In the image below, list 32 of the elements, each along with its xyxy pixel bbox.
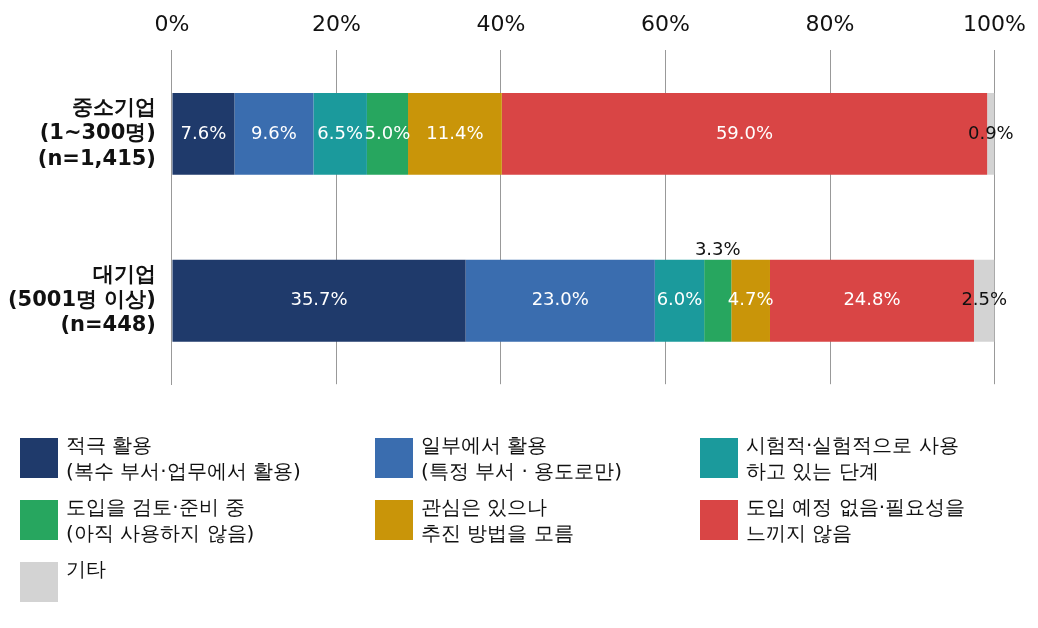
- bar: [408, 92, 502, 175]
- data-label: 24.8%: [843, 288, 901, 310]
- legend-label: 도입 예정 없음·필요성을 느끼지 않음: [746, 494, 966, 546]
- legend-label: 일부에서 활용 (특정 부서 · 용도로만): [421, 432, 623, 484]
- legend-label: 관심은 있으나 추진 방법을 모름: [421, 494, 574, 546]
- data-label: 9.6%: [251, 121, 297, 143]
- data-label: 6.0%: [656, 288, 703, 310]
- y-tick-label: 중소기업 (1~300명) (n=1,415): [37, 95, 156, 170]
- bar: [313, 92, 367, 175]
- x-tick-label: 40%: [476, 10, 526, 36]
- legend-label: 기타: [66, 556, 106, 582]
- x-tick-label: 80%: [805, 10, 855, 36]
- legend-label: 도입을 검토·준비 중 (아직 사용하지 않음): [66, 494, 255, 546]
- data-label: 59.0%: [715, 121, 774, 143]
- bar: [234, 92, 314, 175]
- x-tick-label: 0%: [154, 10, 190, 36]
- x-tick-label: 100%: [963, 10, 1027, 36]
- data-label: 7.6%: [180, 121, 227, 143]
- data-label: 3.3%: [694, 237, 741, 259]
- x-tick-label: 20%: [312, 10, 361, 36]
- data-label: 35.7%: [290, 288, 348, 310]
- data-label: 11.4%: [426, 121, 484, 143]
- legend-label: 적극 활용 (복수 부서·업무에서 활용): [66, 432, 301, 484]
- data-label: 6.5%: [317, 121, 364, 143]
- bar: [465, 259, 655, 342]
- x-tick-label: 60%: [641, 10, 690, 36]
- bar: [654, 259, 705, 342]
- y-tick-label: 대기업 (5001명 이상) (n=448): [7, 262, 156, 337]
- bar: [172, 92, 235, 175]
- data-label: 23.0%: [531, 288, 589, 310]
- legend-label: 시험적·실험적으로 사용 하고 있는 단계: [746, 432, 959, 484]
- bar: [172, 259, 466, 342]
